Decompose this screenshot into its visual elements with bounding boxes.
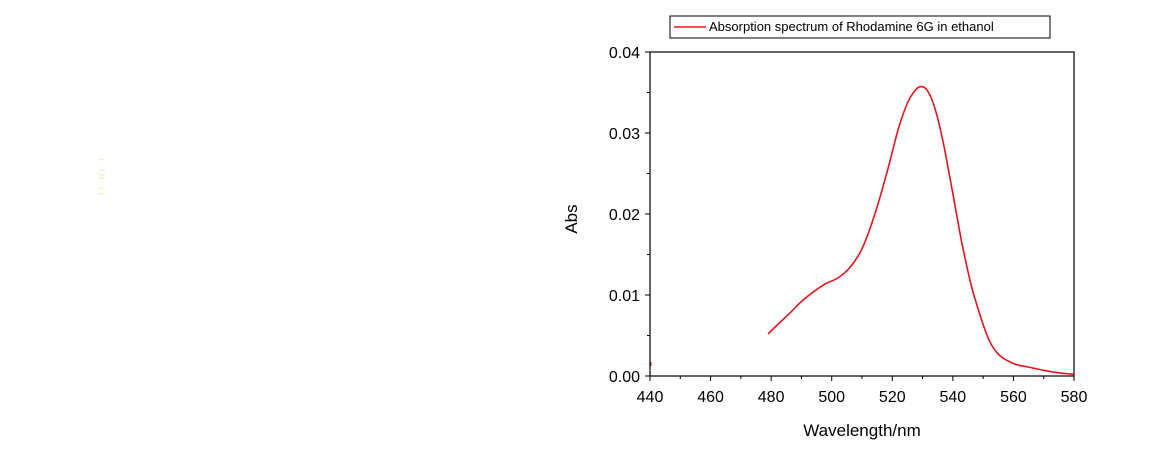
x-tick-label: 560 <box>1000 389 1027 406</box>
x-tick-label: 520 <box>879 389 906 406</box>
x-tick-label: 480 <box>758 389 785 406</box>
x-axis-title: Wavelength/nm <box>803 421 920 440</box>
faint-watermark-mark: ı ıu ıı <box>96 158 110 198</box>
y-tick-label: 0.03 <box>609 126 640 143</box>
y-axis-title: Abs <box>562 204 581 233</box>
series-layer <box>767 85 1075 376</box>
x-tick-label: 500 <box>818 389 845 406</box>
series-line <box>767 85 1075 376</box>
y-tick-label: 0.00 <box>609 369 640 386</box>
x-tick-label: 440 <box>637 389 664 406</box>
x-axis: 440 460 480 500 520 540 560 580 <box>637 376 1088 406</box>
y-axis: 0.00 0.01 0.02 0.03 0.04 <box>609 45 650 386</box>
legend: Absorption spectrum of Rhodamine 6G in e… <box>669 15 1051 39</box>
x-tick-label: 540 <box>940 389 967 406</box>
legend-box <box>669 15 1051 39</box>
x-tick-label: 580 <box>1061 389 1088 406</box>
x-tick-label: 460 <box>697 389 724 406</box>
y-tick-label: 0.04 <box>609 45 640 62</box>
y-tick-label: 0.02 <box>609 207 640 224</box>
plot-frame <box>649 51 1075 377</box>
legend-label: Absorption spectrum of Rhodamine 6G in e… <box>709 19 994 34</box>
y-tick-label: 0.01 <box>609 288 640 305</box>
